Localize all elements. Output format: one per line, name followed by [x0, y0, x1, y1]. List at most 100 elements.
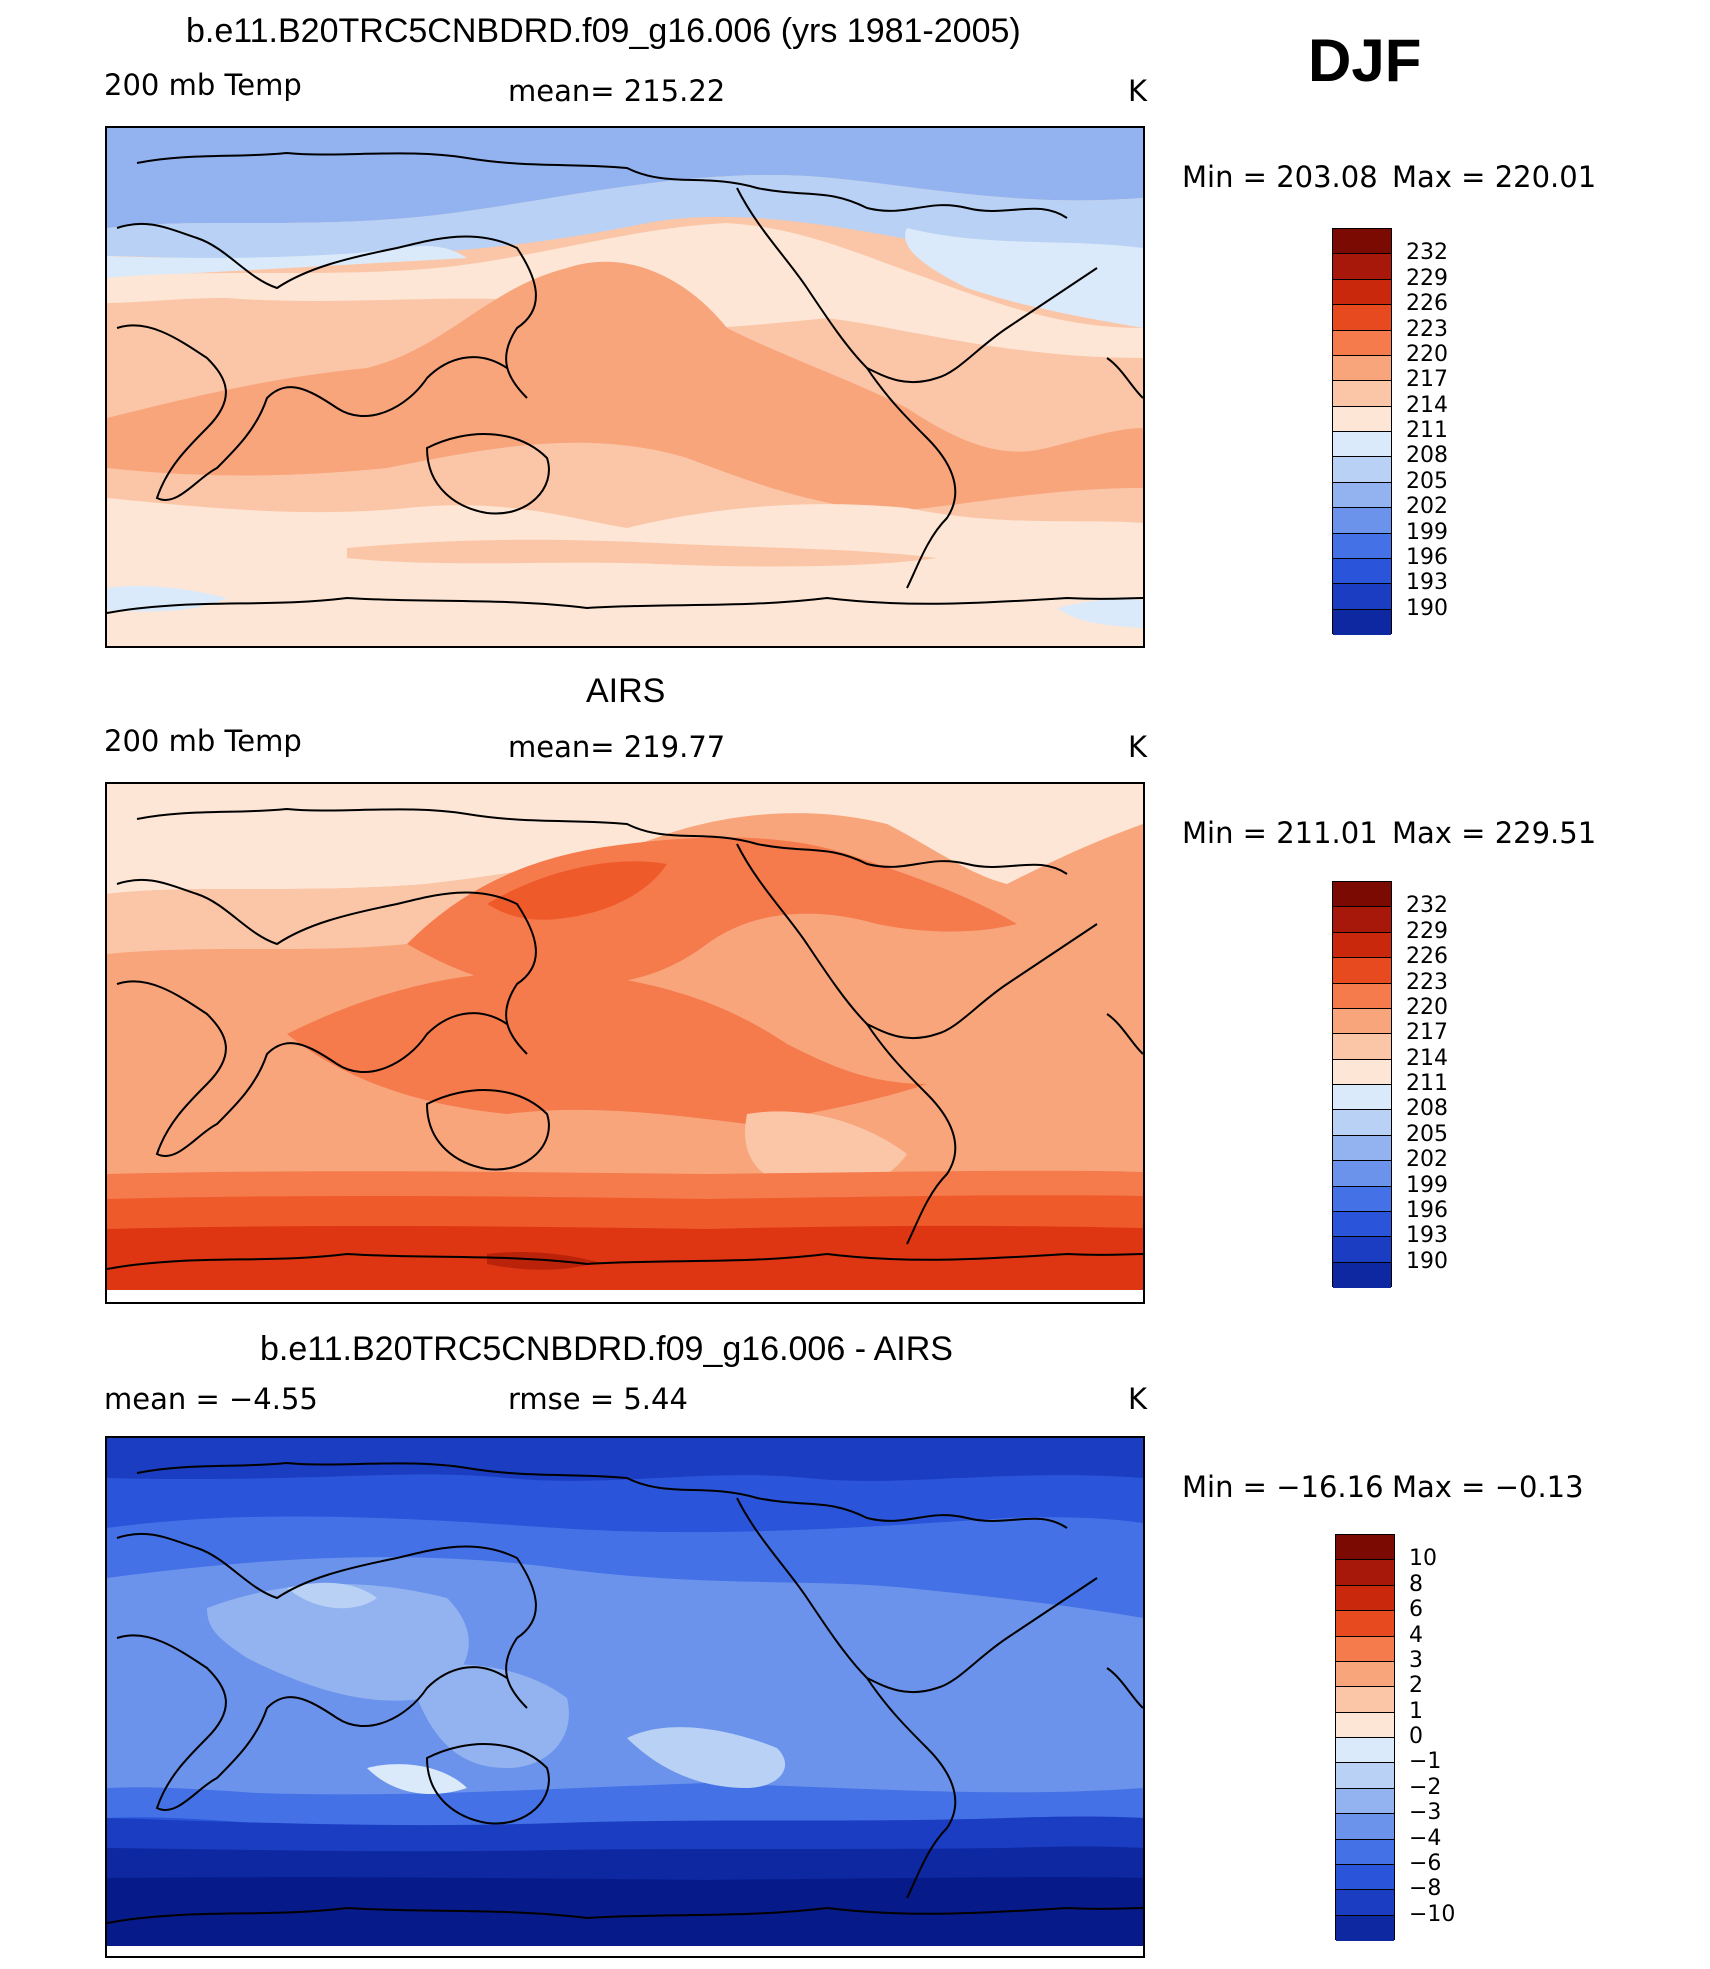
colorbar-1-tick-label: 232: [1406, 240, 1448, 266]
colorbar-2-swatch: [1333, 1008, 1391, 1035]
map2-coastlines: [107, 807, 1143, 1270]
colorbar-1-swatch: [1333, 584, 1391, 610]
colorbar-2-swatch: [1333, 1237, 1391, 1263]
colorbar-3-swatch: [1336, 1535, 1394, 1561]
colorbar-3-swatch: [1336, 1611, 1394, 1637]
panel2-variable-label: 200 mb Temp: [104, 724, 302, 758]
colorbar-1-swatch: [1333, 482, 1391, 509]
panel3-mean-label: mean = −4.55: [104, 1382, 318, 1416]
colorbar-3-swatch: [1336, 1560, 1394, 1586]
panel3-min-label: Min = −16.16: [1182, 1470, 1384, 1504]
colorbar-1-swatch: [1333, 305, 1391, 331]
colorbar-1-swatch: [1333, 254, 1391, 280]
colorbar-2-tick-label: 220: [1406, 994, 1448, 1020]
colorbar-1-swatch: [1333, 229, 1391, 255]
colorbar-2-swatch: [1333, 932, 1391, 959]
colorbar-2-box: [1332, 881, 1392, 1288]
colorbar-2-tick-label: 223: [1406, 969, 1448, 995]
colorbar-3-swatch: [1336, 1763, 1394, 1789]
colorbar-2-tick-label: 226: [1406, 944, 1448, 970]
colorbar-2-tick-label: 193: [1406, 1223, 1448, 1249]
colorbar-3-swatch: [1336, 1712, 1394, 1738]
panel1-max-label: Max = 220.01: [1392, 160, 1597, 194]
map1-north-lightest: [107, 246, 467, 278]
colorbar-3-tick-label: −8: [1409, 1876, 1442, 1902]
map2-north-pale: [107, 784, 1143, 894]
map2-bottom-white: [107, 1290, 1143, 1302]
colorbar-1-tick-label: 211: [1406, 418, 1448, 443]
colorbar-3-swatch: [1336, 1585, 1394, 1612]
colorbar-1-swatch: [1333, 609, 1391, 635]
map2-north-peach: [107, 844, 647, 954]
colorbar-2-tick-label: 196: [1406, 1197, 1448, 1223]
colorbar-3-tick-label: 1: [1409, 1698, 1423, 1724]
colorbar-3-swatch: [1336, 1890, 1394, 1916]
colorbar-3-box: [1335, 1534, 1395, 1941]
colorbar-3-tick-label: −2: [1409, 1774, 1442, 1800]
colorbar-1-swatch: [1333, 330, 1391, 356]
panel2-min-label: Min = 211.01: [1182, 816, 1378, 850]
map1-south-blue-right: [1057, 598, 1143, 628]
map2-tropics-warm: [287, 971, 927, 1124]
panel2-units-label: K: [1128, 730, 1148, 764]
colorbar-1-tick-label: 190: [1406, 595, 1448, 621]
colorbar-3-swatch: [1336, 1839, 1394, 1865]
colorbar-2-swatch: [1333, 1110, 1391, 1136]
map1-tropics-warm: [107, 261, 1143, 510]
colorbar-1-tick-label: 193: [1406, 570, 1448, 596]
colorbar-3-tick-label: −6: [1409, 1850, 1442, 1876]
colorbar-2-tick-label: 205: [1406, 1121, 1448, 1147]
season-label: DJF: [1308, 27, 1422, 94]
map3-lighter-2: [407, 1664, 569, 1768]
panel2-max-label: Max = 229.51: [1392, 816, 1597, 850]
colorbar-1-box: [1332, 228, 1392, 635]
panel1-variable-label: 200 mb Temp: [104, 68, 302, 102]
panel3-map: [105, 1436, 1145, 1958]
map1-south-band: [347, 539, 937, 567]
panel3-colorbar: 10 8 6 4 3 2 1 0 −1 −2 −3 −4 −6 −8 −10: [1335, 1534, 1565, 1946]
map3-coastlines: [107, 1461, 1143, 1924]
map2-south-core: [487, 1251, 597, 1270]
colorbar-1-swatch: [1333, 381, 1391, 407]
colorbar-2-swatch: [1333, 983, 1391, 1009]
colorbar-2-swatch: [1333, 1135, 1391, 1162]
colorbar-3-swatch: [1336, 1788, 1394, 1815]
colorbar-1-tick-label: 226: [1406, 291, 1448, 317]
colorbar-2-tick-label: 199: [1406, 1172, 1448, 1198]
colorbar-1-swatch: [1333, 279, 1391, 306]
map1-coastlines: [107, 151, 1143, 614]
map1-atlantic-light: [905, 228, 1143, 328]
map1-north-band-blue-light: [107, 174, 1143, 259]
colorbar-2-tick-label: 217: [1406, 1020, 1448, 1046]
panel2-mean-label: mean= 219.77: [508, 730, 726, 764]
panel3-max-label: Max = −0.13: [1392, 1470, 1584, 1504]
map2-south-band3: [107, 1225, 1143, 1302]
colorbar-2-tick-label: 232: [1406, 893, 1448, 919]
colorbar-3-tick-label: −3: [1409, 1800, 1442, 1826]
colorbar-2-swatch: [1333, 1034, 1391, 1060]
colorbar-3-tick-label: 10: [1409, 1546, 1437, 1572]
colorbar-1-swatch: [1333, 457, 1391, 483]
panel3-units-label: K: [1128, 1382, 1148, 1416]
colorbar-3-swatch: [1336, 1864, 1394, 1891]
colorbar-2-swatch: [1333, 958, 1391, 984]
colorbar-2-tick-label: 229: [1406, 918, 1448, 944]
colorbar-2-swatch: [1333, 1161, 1391, 1187]
colorbar-1-tick-label: 220: [1406, 341, 1448, 367]
colorbar-1-swatch: [1333, 558, 1391, 585]
colorbar-2-swatch: [1333, 1262, 1391, 1288]
panel1-mean-label: mean= 215.22: [508, 74, 726, 108]
colorbar-2-tick-label: 214: [1406, 1045, 1448, 1071]
panel2-title: AIRS: [586, 672, 666, 710]
colorbar-1-tick-label: 205: [1406, 468, 1448, 494]
colorbar-1-tick-label: 208: [1406, 443, 1448, 469]
panel3-title: b.e11.B20TRC5CNBDRD.f09_g16.006 - AIRS: [260, 1330, 953, 1368]
colorbar-3-tick-label: −4: [1409, 1825, 1442, 1851]
map2-pacific-core: [487, 861, 667, 920]
map3-lightest: [287, 1582, 377, 1609]
colorbar-2-tick-label: 190: [1406, 1248, 1448, 1274]
colorbar-1-tick-label: 202: [1406, 494, 1448, 520]
panel1-colorbar: 232 229 226 223 220 217 214 211 208 205 202 199 196 1…: [1332, 228, 1562, 640]
colorbar-1-swatch: [1333, 432, 1391, 458]
colorbar-2-swatch: [1333, 882, 1391, 908]
